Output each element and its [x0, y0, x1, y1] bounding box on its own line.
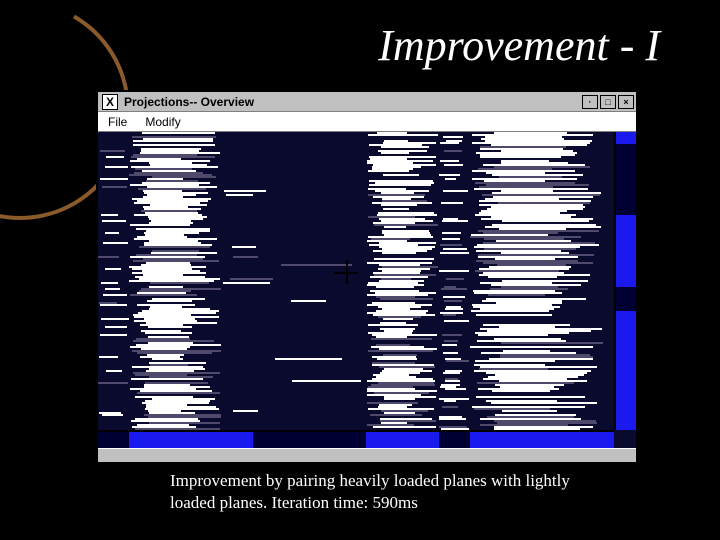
right-overview-strip[interactable] [614, 132, 636, 430]
window-statusbar [98, 448, 636, 462]
slide-caption: Improvement by pairing heavily loaded pl… [170, 470, 600, 514]
bottom-strip-gap [439, 432, 470, 448]
maximize-button[interactable]: □ [600, 95, 616, 109]
close-button[interactable]: × [618, 95, 634, 109]
projections-window: X Projections-- Overview · □ × File Modi… [96, 90, 638, 464]
viz-band [273, 132, 366, 430]
bottom-strip-gap [98, 432, 129, 448]
bottom-overview-strip[interactable] [98, 430, 614, 448]
window-titlebar[interactable]: X Projections-- Overview · □ × [98, 92, 636, 112]
viz-band [366, 132, 438, 430]
menubar: File Modify [98, 112, 636, 132]
bottom-strip-gap [253, 432, 367, 448]
viz-band [222, 132, 274, 430]
slide-title: Improvement - I [378, 20, 660, 71]
right-strip-gap [616, 287, 636, 311]
crosshair-vertical [346, 260, 348, 284]
menu-modify[interactable]: Modify [145, 115, 180, 129]
viz-band [470, 132, 604, 430]
right-strip-gap [616, 144, 636, 216]
visualization-area [98, 132, 636, 462]
system-menu-icon[interactable]: X [102, 94, 118, 110]
window-buttons: · □ × [582, 95, 634, 109]
viz-band [129, 132, 222, 430]
visualization-canvas[interactable] [98, 132, 614, 430]
viz-band [98, 132, 129, 430]
minimize-button[interactable]: · [582, 95, 598, 109]
window-title: Projections-- Overview [122, 95, 582, 109]
viz-band [439, 132, 470, 430]
menu-file[interactable]: File [108, 115, 127, 129]
